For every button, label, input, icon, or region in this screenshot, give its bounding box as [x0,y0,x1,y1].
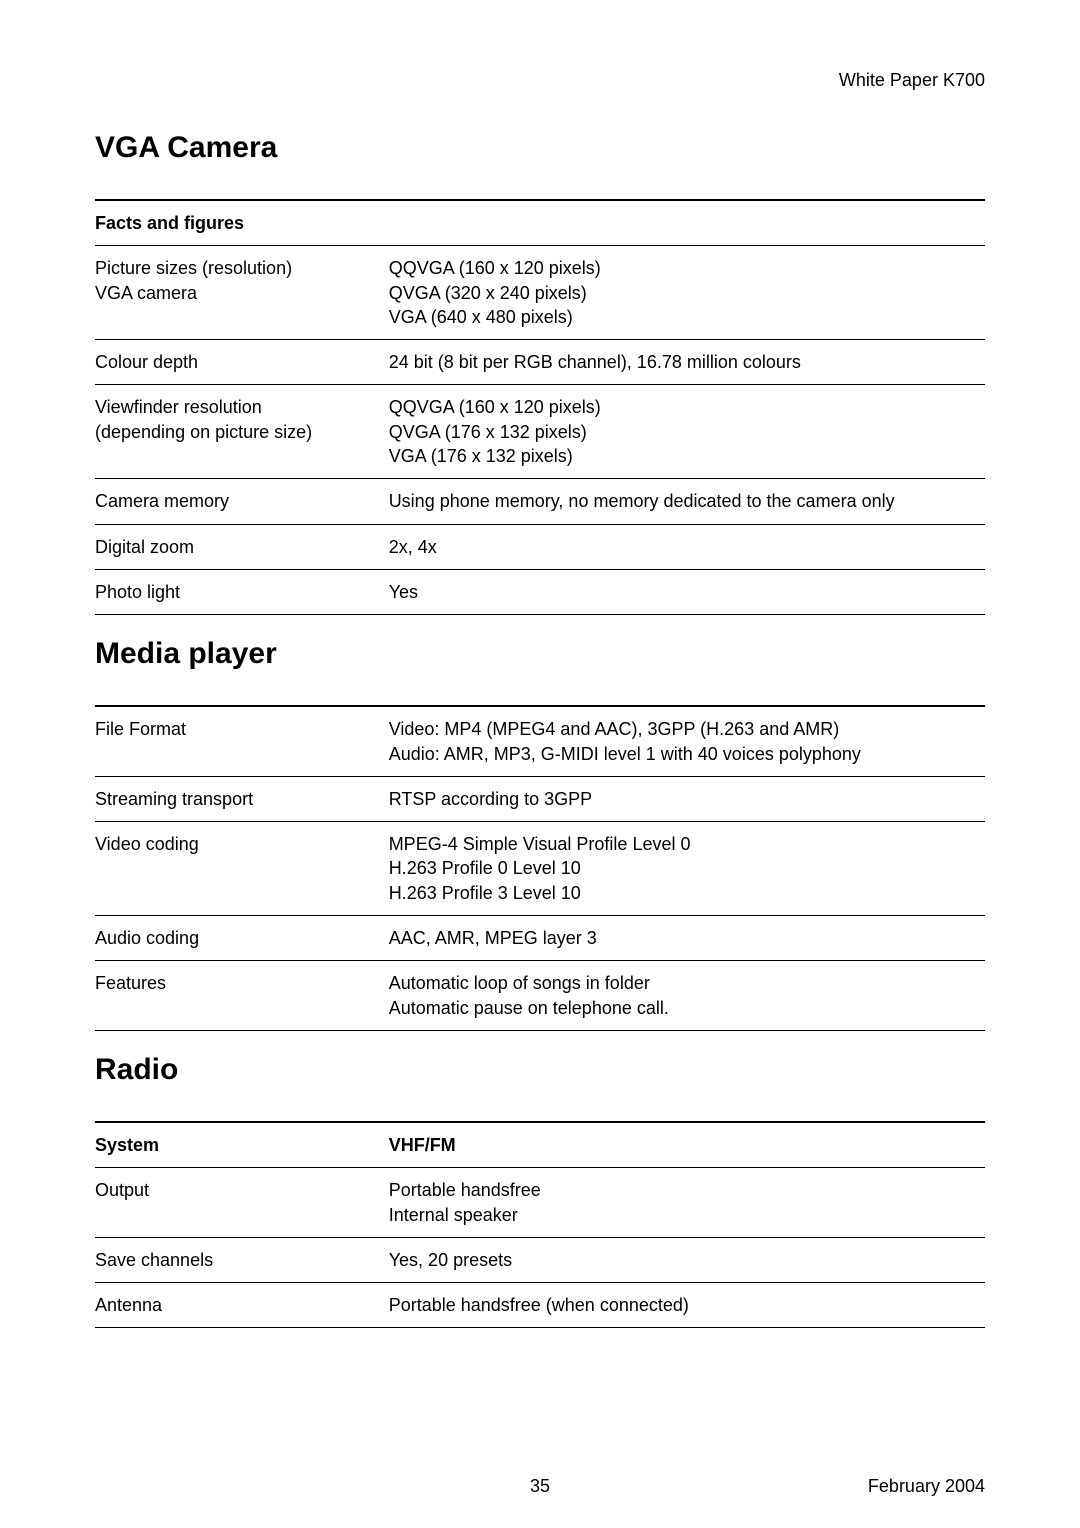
row-label: Picture sizes (resolution)VGA camera [95,246,389,340]
row-label: Video coding [95,822,389,916]
row-label: Camera memory [95,479,389,524]
table-row: Streaming transportRTSP according to 3GP… [95,776,985,821]
row-value: RTSP according to 3GPP [389,776,985,821]
row-value: QQVGA (160 x 120 pixels)QVGA (320 x 240 … [389,246,985,340]
row-value: 24 bit (8 bit per RGB channel), 16.78 mi… [389,340,985,385]
section-title-radio: Radio [95,1053,985,1087]
table-row: Picture sizes (resolution)VGA cameraQQVG… [95,246,985,340]
row-value: Using phone memory, no memory dedicated … [389,479,985,524]
row-value: Automatic loop of songs in folderAutomat… [389,961,985,1031]
row-label: File Format [95,706,389,776]
row-value: QQVGA (160 x 120 pixels)QVGA (176 x 132 … [389,385,985,479]
header-prefix: White Paper [839,70,943,90]
media-table: File FormatVideo: MP4 (MPEG4 and AAC), 3… [95,705,985,1031]
table-row: Colour depth24 bit (8 bit per RGB channe… [95,340,985,385]
row-value: Yes [389,569,985,614]
table-row: Digital zoom2x, 4x [95,524,985,569]
row-value: Yes, 20 presets [389,1237,985,1282]
row-label: Antenna [95,1283,389,1328]
table-row: File FormatVideo: MP4 (MPEG4 and AAC), 3… [95,706,985,776]
table-row: Audio codingAAC, AMR, MPEG layer 3 [95,916,985,961]
row-label: Digital zoom [95,524,389,569]
table-row: FeaturesAutomatic loop of songs in folde… [95,961,985,1031]
table-header-label: Facts and figures [95,200,389,246]
section-title-media: Media player [95,637,985,671]
radio-tbody: OutputPortable handsfreeInternal speaker… [95,1168,985,1328]
page-header: White Paper K700 [95,70,985,91]
table-row: Photo lightYes [95,569,985,614]
row-value: Video: MP4 (MPEG4 and AAC), 3GPP (H.263 … [389,706,985,776]
page-number: 35 [95,1476,985,1497]
table-row: Viewfinder resolution(depending on pictu… [95,385,985,479]
row-label: Save channels [95,1237,389,1282]
page: White Paper K700 VGA Camera Facts and fi… [0,0,1080,1388]
table-header-row: Facts and figures [95,200,985,246]
media-tbody: File FormatVideo: MP4 (MPEG4 and AAC), 3… [95,706,985,1030]
row-label: Colour depth [95,340,389,385]
table-row: Camera memoryUsing phone memory, no memo… [95,479,985,524]
row-value: Portable handsfreeInternal speaker [389,1168,985,1238]
section-title-vga: VGA Camera [95,131,985,165]
vga-tbody: Picture sizes (resolution)VGA cameraQQVG… [95,246,985,615]
table-header-label: System [95,1122,389,1168]
vga-table: Facts and figures Picture sizes (resolut… [95,199,985,615]
table-header-value [389,200,985,246]
row-label: Streaming transport [95,776,389,821]
radio-table: System VHF/FM OutputPortable handsfreeIn… [95,1121,985,1328]
row-label: Output [95,1168,389,1238]
table-row: Video codingMPEG-4 Simple Visual Profile… [95,822,985,916]
row-label: Features [95,961,389,1031]
table-header-value: VHF/FM [389,1122,985,1168]
row-value: Portable handsfree (when connected) [389,1283,985,1328]
row-label: Audio coding [95,916,389,961]
row-value: 2x, 4x [389,524,985,569]
table-header-row: System VHF/FM [95,1122,985,1168]
footer-date: February 2004 [868,1476,985,1497]
table-row: OutputPortable handsfreeInternal speaker [95,1168,985,1238]
table-row: AntennaPortable handsfree (when connecte… [95,1283,985,1328]
table-row: Save channelsYes, 20 presets [95,1237,985,1282]
header-model: K700 [943,70,985,90]
row-label: Photo light [95,569,389,614]
row-value: MPEG-4 Simple Visual Profile Level 0H.26… [389,822,985,916]
row-label: Viewfinder resolution(depending on pictu… [95,385,389,479]
row-value: AAC, AMR, MPEG layer 3 [389,916,985,961]
